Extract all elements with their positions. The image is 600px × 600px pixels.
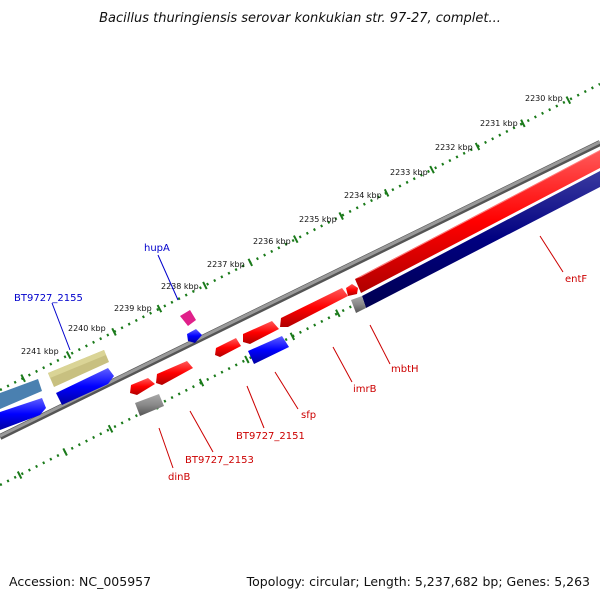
outer-scale-ring xyxy=(0,82,600,392)
cds-mbtH[interactable] xyxy=(346,284,358,296)
cds-BT9727_2151[interactable] xyxy=(215,338,241,357)
gene-label-entF: entF xyxy=(565,274,587,285)
cds-blue-left[interactable] xyxy=(56,368,114,405)
gene-labels: hupA BT9727_2155 entF mbtH imrB sfp BT97… xyxy=(14,243,587,483)
cds-reverse-long[interactable] xyxy=(362,171,600,308)
major-tick xyxy=(247,258,253,267)
major-tick xyxy=(289,332,296,341)
major-tick xyxy=(565,96,572,105)
major-tick xyxy=(202,281,208,290)
major-tick xyxy=(111,327,117,336)
major-tick xyxy=(335,309,341,318)
genome-backbone xyxy=(0,140,600,440)
major-tick xyxy=(62,447,68,456)
tick-label: 2230 kbp xyxy=(525,94,563,103)
cds-BT9727_2155[interactable] xyxy=(48,350,109,387)
tick-label: 2240 kbp xyxy=(68,324,106,333)
tick-label: 2234 kbp xyxy=(344,191,382,200)
genome-summary-text: Topology: circular; Length: 5,237,682 bp… xyxy=(246,574,590,589)
gene-label-BT9727_2153: BT9727_2153 xyxy=(185,455,254,466)
major-tick xyxy=(156,304,163,313)
cds-gray-small[interactable] xyxy=(351,296,366,313)
label-leaders xyxy=(51,235,564,469)
gene-label-dinB: dinB xyxy=(168,472,190,483)
tick-label: 2241 kbp xyxy=(21,347,59,356)
major-tick xyxy=(429,165,435,174)
map-title: Bacillus thuringiensis serovar konkukian… xyxy=(99,11,501,26)
tick-label: 2237 kbp xyxy=(207,260,245,269)
tick-label: 2235 kbp xyxy=(299,215,337,224)
cds-teal-left[interactable] xyxy=(0,379,42,409)
cds-entF[interactable] xyxy=(355,150,600,293)
major-tick xyxy=(20,374,26,383)
major-tick xyxy=(16,471,23,480)
cds-sfp[interactable] xyxy=(248,336,289,364)
gene-label-BT9727_2155: BT9727_2155 xyxy=(14,293,83,304)
cds-BT9727_2153[interactable] xyxy=(156,361,193,385)
gene-label-mbtH: mbtH xyxy=(391,364,419,375)
major-tick xyxy=(244,355,250,364)
tick-label: 2236 kbp xyxy=(253,237,291,246)
tick-label: 2239 kbp xyxy=(114,304,152,313)
major-tick xyxy=(520,119,526,128)
cds-small-red[interactable] xyxy=(130,378,155,395)
cds-sfp-forward[interactable] xyxy=(243,321,279,344)
major-tick xyxy=(198,378,205,387)
major-tick xyxy=(107,424,114,433)
cds-dinB[interactable] xyxy=(135,394,164,416)
major-tick xyxy=(474,142,481,151)
gene-label-sfp: sfp xyxy=(301,410,316,421)
accession-text: Accession: NC_005957 xyxy=(9,574,151,589)
cds-blue-edge[interactable] xyxy=(0,398,46,430)
major-ticks xyxy=(16,96,572,480)
major-tick xyxy=(65,351,72,360)
tick-label: 2238 kbp xyxy=(161,282,199,291)
tick-label: 2232 kbp xyxy=(435,143,473,152)
gene-label-BT9727_2151: BT9727_2151 xyxy=(236,431,305,442)
scale-labels: 2230 kbp 2231 kbp 2232 kbp 2233 kbp 2234… xyxy=(21,94,563,356)
major-tick xyxy=(293,235,299,244)
major-tick xyxy=(338,211,344,221)
cds-imrB[interactable] xyxy=(280,288,348,327)
tick-label: 2231 kbp xyxy=(480,119,518,128)
tick-label: 2233 kbp xyxy=(390,168,428,177)
major-tick xyxy=(383,188,390,197)
gene-label-imrB: imrB xyxy=(353,384,377,395)
cds-hupA[interactable] xyxy=(180,310,202,343)
gene-label-hupA: hupA xyxy=(144,243,170,254)
